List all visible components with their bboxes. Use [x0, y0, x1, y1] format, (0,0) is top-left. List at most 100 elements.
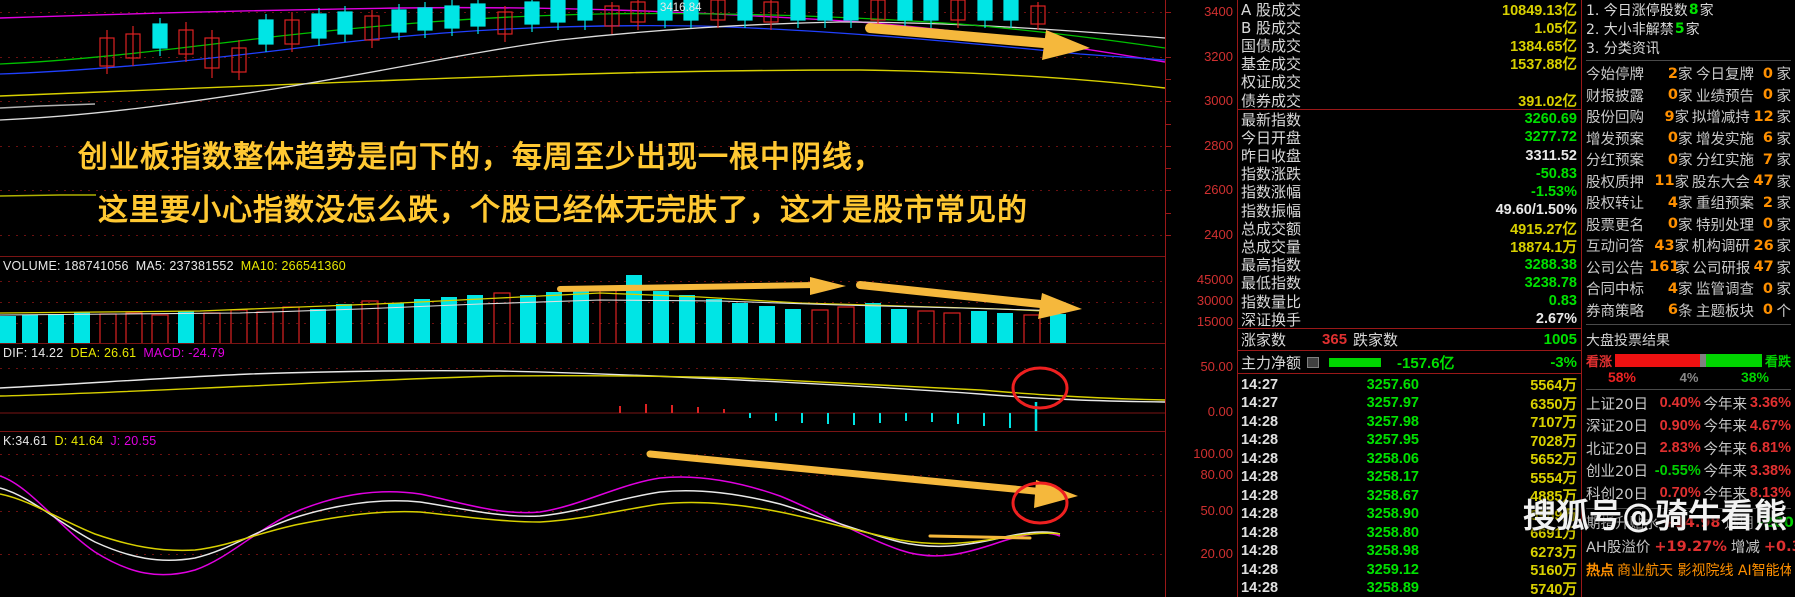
- tick-row[interactable]: 14:28 3258.90 5989万: [1238, 505, 1581, 524]
- advancers-count: 365: [1322, 331, 1348, 349]
- stat-row: 深证换手 2.67%: [1238, 310, 1581, 329]
- tick-row[interactable]: 14:28 3258.80 6691万: [1238, 523, 1581, 543]
- tick-row[interactable]: 14:28 3258.17 5554万: [1238, 468, 1581, 487]
- price-panel[interactable]: 3416.84: [0, 0, 1165, 256]
- count-row[interactable]: 财报披露 0 家业绩预告 0 家: [1586, 85, 1791, 107]
- info-panel[interactable]: 1. 今日涨停股数 8 家 2. 大小非解禁 5 家 3. 分类资讯 今始停牌 2 家今日复牌 0…: [1581, 0, 1795, 597]
- stat-row: 最高指数 3288.38: [1238, 256, 1581, 274]
- news-item[interactable]: 2. 大小非解禁 5 家: [1586, 19, 1791, 38]
- tick-row[interactable]: 14:28 3258.98 6273万: [1238, 542, 1581, 561]
- price-axis[interactable]: 3400 3200 3000 2800 2600 2400 45000 3000…: [1165, 0, 1237, 597]
- tick-time: 14:28: [1241, 543, 1279, 560]
- news-item[interactable]: 3. 分类资讯: [1586, 38, 1791, 57]
- hot-items[interactable]: 商业航天 影视院线 AI智能体: [1617, 562, 1791, 579]
- main-net-row[interactable]: 主力净额 -157.6亿 -3%: [1238, 351, 1581, 375]
- count-unit-right: 家: [1776, 110, 1792, 127]
- tick-row[interactable]: 14:27 3257.97 6350万: [1238, 394, 1581, 413]
- count-value-right: 47: [1753, 259, 1774, 276]
- tick-row[interactable]: 14:28 3258.89 5740万: [1238, 579, 1581, 597]
- tick-list[interactable]: 14:27 3257.60 5564万 14:27 3257.97 6350万 14:28 3…: [1238, 374, 1581, 597]
- tick-row[interactable]: 14:28 3258.06 5652万: [1238, 449, 1581, 469]
- tick-row[interactable]: 14:27 3257.60 5564万: [1238, 375, 1581, 395]
- tick-row[interactable]: 14:28 3258.67 4885万: [1238, 486, 1581, 506]
- volume-panel[interactable]: VOLUME: 188741056 MA5: 237381552 MA10: 266…: [0, 256, 1165, 344]
- index-name: 上证20日: [1586, 396, 1648, 413]
- axis-tick: 100.00: [1193, 446, 1233, 461]
- index-performance-list[interactable]: 上证20日 0.40% 今年来 3.36% 深证20日 0.90% 今年来 4.67% 北证20…: [1586, 392, 1791, 505]
- count-row[interactable]: 股票更名 0 家特别处理 0 家: [1586, 214, 1791, 236]
- count-row[interactable]: 股权转让 4 家重组预案 2 家: [1586, 192, 1791, 214]
- count-label-left: 增发预案: [1586, 131, 1644, 148]
- count-row[interactable]: 合同中标 4 家监管调查 0 家: [1586, 278, 1791, 300]
- index-ytd-value: 6.81%: [1749, 440, 1791, 457]
- count-label-left: 股权质押: [1586, 174, 1644, 191]
- price-chart-svg: [0, 0, 1165, 197]
- count-unit-right: 家: [1776, 260, 1792, 277]
- index-perf-row[interactable]: 创业20日 -0.55% 今年来 3.38%: [1586, 460, 1791, 483]
- futures-value: +14.98: [1662, 514, 1721, 531]
- count-row[interactable]: 互动问答 43 家机构调研 26 家: [1586, 235, 1791, 257]
- count-value-right: 0: [1762, 216, 1773, 233]
- stat-value: 18874.1万: [1510, 240, 1577, 257]
- chart-toggle-icon[interactable]: [1307, 356, 1320, 368]
- index-perf-row[interactable]: 上证20日 0.40% 今年来 3.36%: [1586, 392, 1791, 415]
- index-20d-value: -0.55%: [1654, 462, 1701, 479]
- annotation-line-2: 这里要小心指数没怎么跌，个股已经体无完肤了，这才是股市常见的: [98, 193, 1028, 228]
- vote-bar-row[interactable]: 看涨 看跌: [1586, 352, 1791, 370]
- index-name: 创业20日: [1586, 464, 1648, 481]
- stat-row: 总成交量 18874.1万: [1238, 237, 1581, 257]
- news-count: 5: [1674, 20, 1685, 37]
- stat-value: 391.02亿: [1518, 93, 1577, 110]
- count-value-left: 0: [1667, 130, 1678, 147]
- market-counts-list[interactable]: 今始停牌 2 家今日复牌 0 家财报披露 0 家业绩预告 0 家股份回购 9 家拟增减持 12 家增发预…: [1586, 63, 1791, 321]
- count-row[interactable]: 今始停牌 2 家今日复牌 0 家: [1586, 63, 1791, 85]
- index-perf-row[interactable]: 深证20日 0.90% 今年来 4.67%: [1586, 415, 1791, 438]
- count-row[interactable]: 股权质押 11 家股东大会 47 家: [1586, 171, 1791, 193]
- count-row[interactable]: 增发预案 0 家增发实施 6 家: [1586, 128, 1791, 150]
- count-unit-right: 个: [1776, 303, 1792, 320]
- count-unit-left: 家: [1678, 282, 1693, 299]
- count-label-left: 股份回购: [1586, 110, 1644, 127]
- tick-volume: 6273万: [1530, 544, 1577, 561]
- vote-percentages: 58% 4% 38%: [1586, 368, 1791, 386]
- count-value-right: 0: [1762, 280, 1773, 297]
- tick-volume: 4885万: [1530, 489, 1577, 506]
- tick-row[interactable]: 14:28 3257.98 7107万: [1238, 412, 1581, 432]
- stat-label: 指数涨幅: [1241, 183, 1302, 202]
- chart-area[interactable]: 3416.84 VOLUME: 188741056 MA5: 237381552 M…: [0, 0, 1165, 597]
- stat-value: 3260.69: [1524, 111, 1577, 128]
- stat-row: B 股成交 1.05亿: [1238, 18, 1581, 37]
- count-row[interactable]: 股份回购 9 家拟增减持 12 家: [1586, 106, 1791, 128]
- macd-panel[interactable]: DIF: 14.22 DEA: 26.61 MACD: -24.79: [0, 343, 1165, 432]
- tick-volume: 5652万: [1530, 452, 1577, 469]
- news-list[interactable]: 1. 今日涨停股数 8 家 2. 大小非解禁 5 家 3. 分类资讯: [1586, 0, 1791, 57]
- tick-row[interactable]: 14:28 3259.12 5160万: [1238, 560, 1581, 580]
- ah-label: AH股溢价: [1586, 540, 1651, 556]
- stat-label: B 股成交: [1241, 18, 1302, 37]
- index-perf-row[interactable]: 北证20日 2.83% 今年来 6.81%: [1586, 437, 1791, 460]
- count-label-left: 券商策略: [1586, 303, 1644, 320]
- count-value-left: 11: [1654, 173, 1675, 190]
- count-row[interactable]: 分红预案 0 家分红实施 7 家: [1586, 149, 1791, 171]
- stat-label: 基金成交: [1241, 55, 1302, 74]
- main-net-bar: [1329, 357, 1382, 367]
- count-value-left: 9: [1664, 108, 1675, 125]
- futures-far-label: 远期: [1724, 516, 1754, 532]
- index-block: 最新指数 3260.69 今日开盘 3277.72 昨日收盘 3311.52 指数涨跌 -50…: [1238, 110, 1581, 330]
- main-net-value: -157.6亿: [1397, 354, 1455, 372]
- stat-value: 3288.38: [1524, 256, 1577, 273]
- count-label-right: 业绩预告: [1696, 88, 1754, 105]
- tick-row[interactable]: 14:28 3257.95 7028万: [1238, 431, 1581, 450]
- count-unit-left: 家: [1674, 174, 1690, 191]
- count-row[interactable]: 公司公告 161 家公司研报 47 家: [1586, 257, 1791, 279]
- news-item[interactable]: 1. 今日涨停股数 8 家: [1586, 0, 1791, 19]
- kdj-panel[interactable]: K:34.61 D: 41.64 J: 20.55: [0, 431, 1165, 597]
- advancers-label: 涨家数: [1241, 332, 1287, 350]
- main-net-label: 主力净额: [1241, 354, 1302, 372]
- count-value-right: 0: [1762, 65, 1773, 82]
- count-row[interactable]: 券商策略 6 条主题板块 0 个: [1586, 300, 1791, 322]
- count-label-left: 互动问答: [1586, 239, 1644, 256]
- hot-topics-row[interactable]: 热点 商业航天 影视院线 AI智能体: [1586, 559, 1791, 581]
- index-perf-row[interactable]: 科创20日 0.70% 今年来 8.13%: [1586, 482, 1791, 505]
- stats-panel[interactable]: A 股成交 10849.13亿 B 股成交 1.05亿 国债成交 1384.65亿 基金成交…: [1237, 0, 1581, 597]
